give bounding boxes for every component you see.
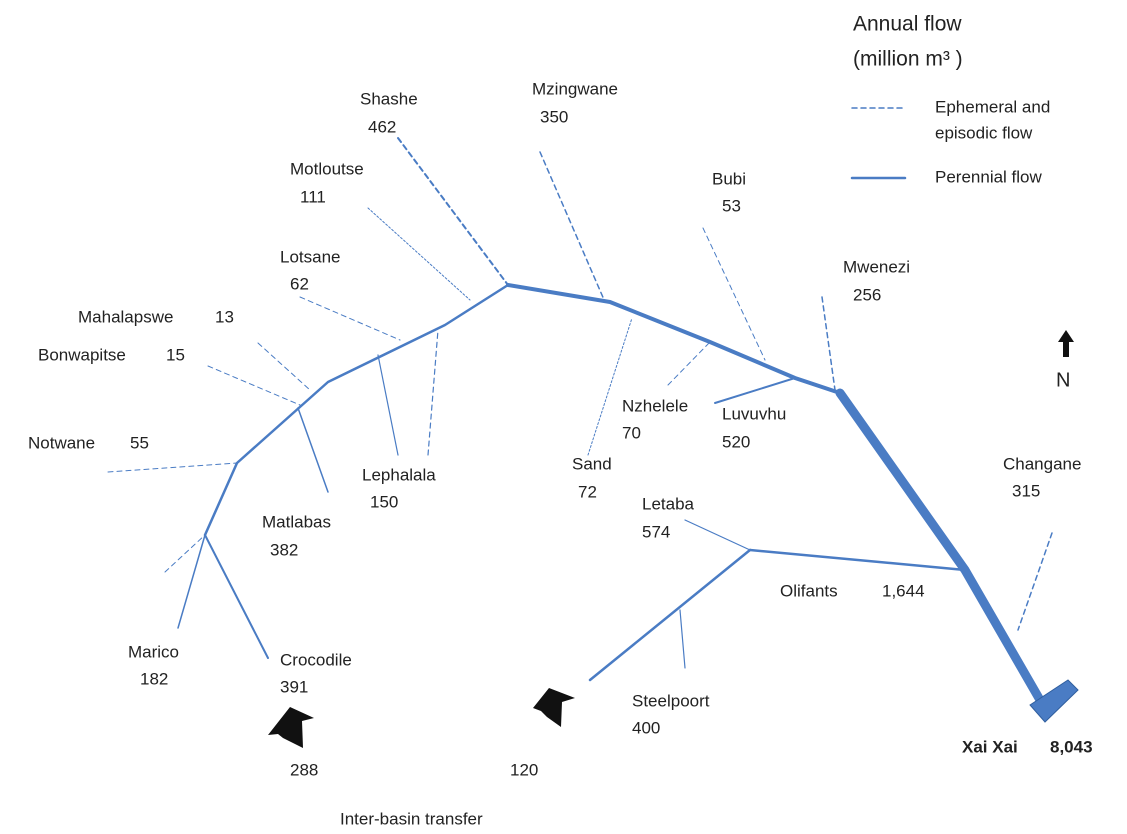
river-name: Lephalala <box>362 465 436 484</box>
legend-unit: (million m³ ) <box>853 48 963 71</box>
river-network <box>107 137 1079 723</box>
river-flow: 315 <box>1012 481 1040 500</box>
river-flow: 15 <box>166 345 185 364</box>
tributary <box>587 317 633 456</box>
transfer-label: Inter-basin transfer <box>340 809 483 828</box>
tributary <box>667 341 711 386</box>
river-name: Sand <box>572 454 612 473</box>
river-flow: 256 <box>853 285 881 304</box>
river-name: Mwenezi <box>843 257 910 276</box>
tributary <box>164 534 206 573</box>
tributary <box>539 151 606 303</box>
river-name: Crocodile <box>280 650 352 669</box>
river-name: Xai Xai <box>962 737 1018 756</box>
tributary <box>588 548 752 682</box>
tributary <box>684 519 751 551</box>
river-name: Lotsane <box>280 247 341 266</box>
tributary <box>1017 532 1053 631</box>
tributary <box>297 407 329 493</box>
tributary <box>679 609 686 669</box>
river-flow: 111 <box>300 187 326 206</box>
river-name: Bubi <box>712 169 746 188</box>
tributary <box>367 207 471 301</box>
river-name: Marico <box>128 642 179 661</box>
tributary <box>107 462 238 473</box>
river-name: Luvuvhu <box>722 404 786 423</box>
river-flow: 13 <box>215 307 234 326</box>
river-flow: 72 <box>578 482 597 501</box>
river-name: Olifants <box>780 581 838 600</box>
river-name: Matlabas <box>262 512 331 531</box>
legend-item: Ephemeral and <box>935 97 1050 116</box>
transfer-value: 120 <box>510 760 538 779</box>
tributary <box>207 365 301 406</box>
river-name: Mzingwane <box>532 79 618 98</box>
tributary <box>257 342 311 391</box>
river-name: Nzhelele <box>622 396 688 415</box>
river-name: Bonwapitse <box>38 345 126 364</box>
tributary <box>177 534 206 629</box>
river-flow: 55 <box>130 433 149 452</box>
tributary <box>397 137 509 286</box>
river-flow: 520 <box>722 432 750 451</box>
river-flow: 462 <box>368 117 396 136</box>
river-name: Motloutse <box>290 159 364 178</box>
river-flow: 382 <box>270 540 298 559</box>
river-name: Mahalapswe <box>78 307 173 326</box>
tributary <box>377 354 399 456</box>
north-arrow <box>1058 330 1074 357</box>
river-flow: 1,644 <box>882 581 925 600</box>
river-flow: 53 <box>722 196 741 215</box>
river-flow: 574 <box>642 522 670 541</box>
legend-item: Perennial flow <box>935 167 1043 186</box>
tributary <box>702 227 766 361</box>
tributary <box>204 534 269 659</box>
river-flow: 182 <box>140 669 168 688</box>
river-name: Notwane <box>28 433 95 452</box>
river-flow: 8,043 <box>1050 737 1093 756</box>
main-stem <box>835 388 1045 705</box>
river-name: Letaba <box>642 494 695 513</box>
river-flow: 400 <box>632 718 660 737</box>
river-flow: 62 <box>290 274 309 293</box>
river-flow: 350 <box>540 107 568 126</box>
river-name: Changane <box>1003 454 1081 473</box>
tributary <box>821 296 836 391</box>
river-flow: 391 <box>280 677 308 696</box>
river-flow: 70 <box>622 423 641 442</box>
river-name: Steelpoort <box>632 691 710 710</box>
mouth <box>1029 679 1079 723</box>
tributary <box>748 548 967 572</box>
legend-title: Annual flow <box>853 13 962 36</box>
tributary <box>714 377 796 404</box>
main-stem <box>506 283 842 395</box>
river-flow: 150 <box>370 492 398 511</box>
transfer-arrow <box>533 688 575 727</box>
river-name: Shashe <box>360 89 418 108</box>
north-label: N <box>1056 369 1070 391</box>
legend-item: episodic flow <box>935 123 1033 142</box>
tributary <box>299 296 401 341</box>
main-stem <box>203 283 510 537</box>
transfer-arrow <box>268 707 314 748</box>
tributary <box>427 329 439 456</box>
transfer-value: 288 <box>290 760 318 779</box>
